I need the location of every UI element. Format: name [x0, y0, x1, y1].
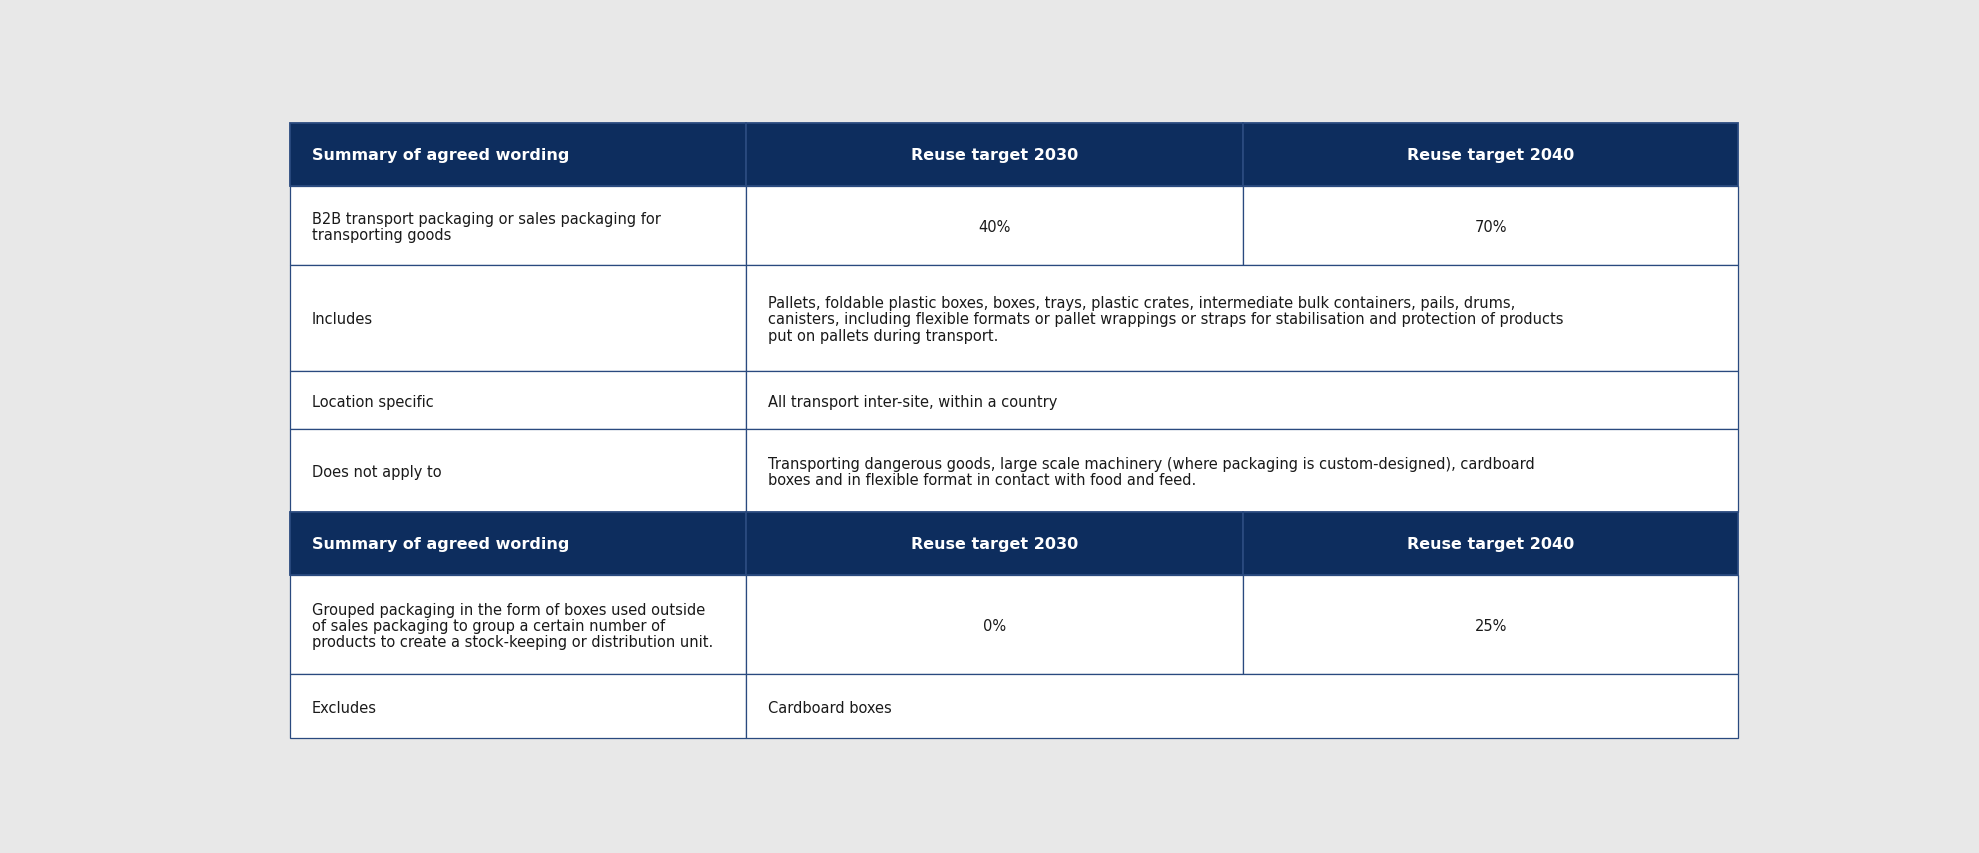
Bar [291, 124, 746, 187]
Text: Summary of agreed wording: Summary of agreed wording [313, 148, 570, 163]
Text: Does not apply to: Does not apply to [313, 464, 441, 479]
Text: 0%: 0% [984, 618, 1005, 633]
Bar [746, 187, 1243, 265]
Bar [291, 187, 746, 265]
Text: All transport inter-site, within a country: All transport inter-site, within a count… [768, 394, 1057, 409]
Text: transporting goods: transporting goods [313, 228, 451, 242]
Bar [291, 575, 746, 675]
Text: Summary of agreed wording: Summary of agreed wording [313, 537, 570, 551]
Bar [746, 430, 1738, 512]
Text: Excludes: Excludes [313, 699, 376, 715]
Bar [1243, 575, 1738, 675]
Bar [291, 430, 746, 512]
Text: B2B transport packaging or sales packaging for: B2B transport packaging or sales packagi… [313, 212, 661, 226]
Text: Reuse target 2030: Reuse target 2030 [910, 537, 1079, 551]
Text: 70%: 70% [1474, 219, 1506, 235]
Text: canisters, including flexible formats or pallet wrappings or straps for stabilis: canisters, including flexible formats or… [768, 312, 1563, 327]
Text: 25%: 25% [1474, 618, 1506, 633]
Text: of sales packaging to group a certain number of: of sales packaging to group a certain nu… [313, 618, 665, 633]
Bar [746, 124, 1243, 187]
Text: boxes and in flexible format in contact with food and feed.: boxes and in flexible format in contact … [768, 473, 1195, 488]
Bar [291, 371, 746, 430]
Bar [746, 265, 1738, 371]
Bar [746, 675, 1738, 738]
Text: products to create a stock-keeping or distribution unit.: products to create a stock-keeping or di… [313, 635, 712, 649]
Text: Location specific: Location specific [313, 394, 433, 409]
Bar [746, 371, 1738, 430]
Text: Reuse target 2040: Reuse target 2040 [1407, 148, 1573, 163]
Text: Cardboard boxes: Cardboard boxes [768, 699, 893, 715]
Bar [1243, 124, 1738, 187]
Bar [1243, 512, 1738, 575]
Text: Reuse target 2040: Reuse target 2040 [1407, 537, 1573, 551]
Text: Includes: Includes [313, 312, 372, 327]
Bar [1243, 187, 1738, 265]
Bar [746, 512, 1243, 575]
Text: put on pallets during transport.: put on pallets during transport. [768, 328, 997, 343]
Bar [291, 265, 746, 371]
Text: 40%: 40% [978, 219, 1011, 235]
Bar [291, 512, 746, 575]
Text: Grouped packaging in the form of boxes used outside: Grouped packaging in the form of boxes u… [313, 602, 705, 617]
Text: Reuse target 2030: Reuse target 2030 [910, 148, 1079, 163]
Bar [291, 675, 746, 738]
Text: Transporting dangerous goods, large scale machinery (where packaging is custom-d: Transporting dangerous goods, large scal… [768, 456, 1534, 471]
Text: Pallets, foldable plastic boxes, boxes, trays, plastic crates, intermediate bulk: Pallets, foldable plastic boxes, boxes, … [768, 296, 1516, 310]
Bar [746, 575, 1243, 675]
